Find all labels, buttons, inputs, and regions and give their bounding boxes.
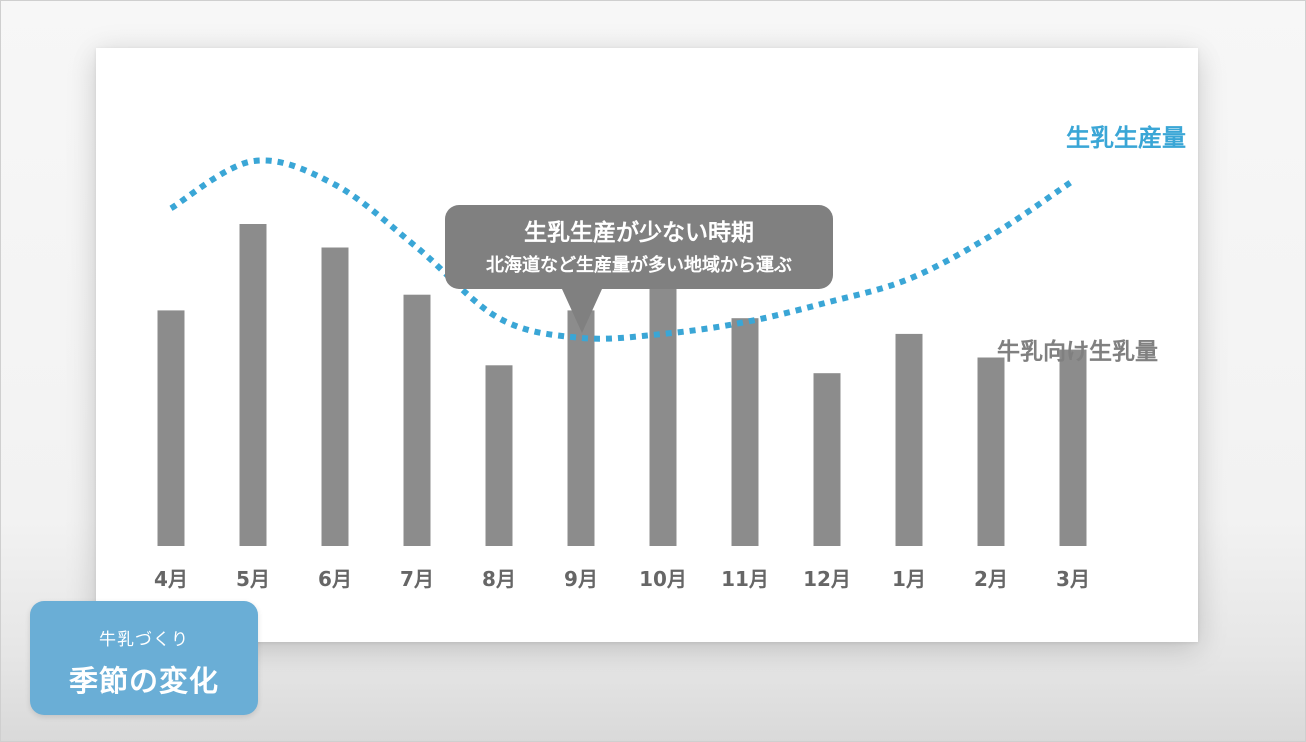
x-tick-label-5: 8月 (482, 567, 516, 591)
x-tick-label-6: 9月 (564, 567, 598, 591)
x-tick-label-12: 3月 (1056, 567, 1090, 591)
x-tick-label-11: 2月 (974, 567, 1008, 591)
callout-box (445, 205, 833, 289)
callout: 生乳生産が少ない時期 北海道など生産量が多い地域から運ぶ (445, 205, 833, 333)
badge-title: 季節の変化 (68, 664, 219, 698)
bar-4 (403, 294, 431, 546)
x-tick-label-1: 4月 (154, 567, 188, 591)
bar-10 (895, 333, 923, 546)
x-tick-label-7: 10月 (639, 567, 687, 591)
section-badge: 牛乳づくり 季節の変化 (30, 601, 258, 715)
badge-subtitle: 牛乳づくり (99, 630, 189, 650)
x-tick-label-9: 12月 (803, 567, 851, 591)
bar-2 (239, 224, 267, 546)
legend-milk-production: 生乳生産量 (1066, 124, 1186, 152)
bar-3 (321, 247, 349, 546)
bar-12 (1059, 349, 1087, 546)
x-tick-label-8: 11月 (721, 567, 769, 591)
chart-card: 4月 5月 6月 7月 8月 9月 10月 11月 12月 1月 2月 3月 生乳生産が少ない時期 北… (96, 48, 1198, 642)
bar-6 (567, 310, 595, 546)
x-tick-label-10: 1月 (892, 567, 926, 591)
x-tick-label-2: 5月 (236, 567, 270, 591)
bar-1 (157, 310, 185, 546)
bar-8 (731, 318, 759, 546)
x-tick-label-3: 6月 (318, 567, 352, 591)
bar-9 (813, 373, 841, 546)
callout-arrow (562, 289, 602, 333)
x-axis-labels: 4月 5月 6月 7月 8月 9月 10月 11月 12月 1月 2月 3月 (154, 567, 1090, 591)
bar-7 (649, 263, 677, 546)
chart-svg: 4月 5月 6月 7月 8月 9月 10月 11月 12月 1月 2月 3月 生乳生産が少ない時期 北… (154, 124, 1186, 591)
bar-5 (485, 365, 513, 546)
callout-line2: 北海道など生産量が多い地域から運ぶ (486, 254, 792, 276)
callout-line1: 生乳生産が少ない時期 (524, 219, 754, 246)
x-tick-label-4: 7月 (400, 567, 434, 591)
bar-group (157, 224, 1087, 546)
legend-drinking-milk: 牛乳向け生乳量 (997, 338, 1158, 365)
bar-11 (977, 357, 1005, 546)
milk-production-line (169, 157, 1075, 342)
